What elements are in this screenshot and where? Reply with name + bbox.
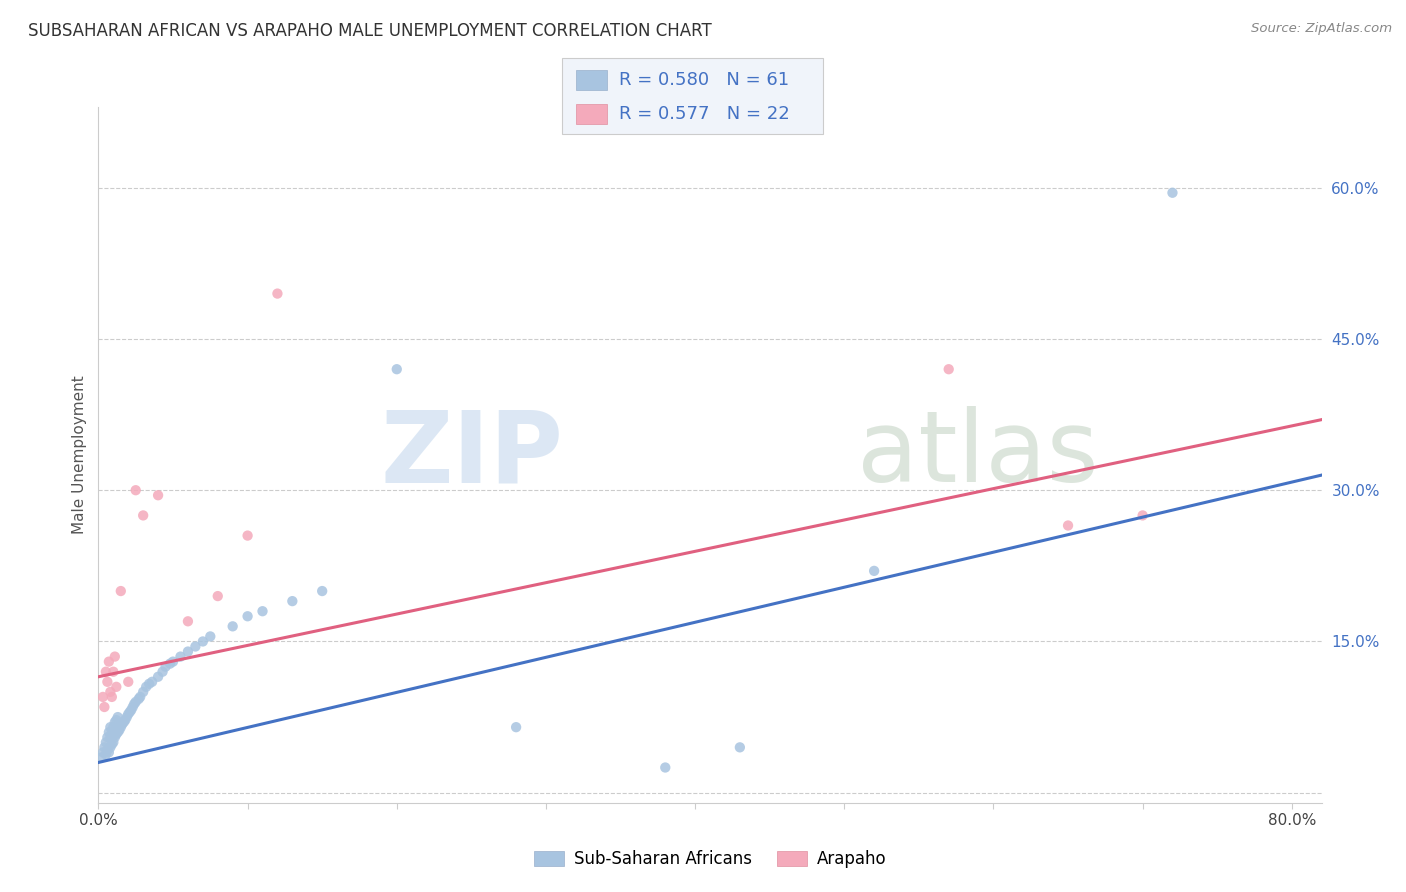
Point xyxy=(221,619,243,633)
Point xyxy=(146,488,169,502)
Y-axis label: Male Unemployment: Male Unemployment xyxy=(72,376,87,534)
Point xyxy=(101,725,124,739)
Point xyxy=(938,362,960,376)
Point xyxy=(91,690,114,704)
Point xyxy=(121,700,143,714)
Point xyxy=(505,720,527,734)
Point xyxy=(97,725,120,739)
Point xyxy=(94,665,117,679)
Point xyxy=(108,723,131,738)
Point xyxy=(110,584,132,599)
Point xyxy=(90,750,112,764)
Point xyxy=(125,695,148,709)
Point xyxy=(252,604,274,618)
Point xyxy=(105,680,128,694)
Point xyxy=(138,677,160,691)
Point xyxy=(110,720,132,734)
Point xyxy=(94,735,117,749)
Point xyxy=(155,659,177,673)
Point xyxy=(105,727,128,741)
Point xyxy=(98,685,121,699)
Text: Source: ZipAtlas.com: Source: ZipAtlas.com xyxy=(1251,22,1392,36)
Point xyxy=(94,747,117,762)
Point xyxy=(97,745,120,759)
Point xyxy=(266,286,288,301)
Point xyxy=(96,743,118,757)
Point xyxy=(122,697,145,711)
Point xyxy=(98,740,121,755)
Point xyxy=(200,629,222,643)
Point xyxy=(104,649,127,664)
Text: R = 0.580   N = 61: R = 0.580 N = 61 xyxy=(619,71,789,89)
Point xyxy=(103,735,125,749)
Point xyxy=(1057,518,1080,533)
Point xyxy=(91,745,114,759)
Point xyxy=(118,705,141,719)
Point xyxy=(129,690,152,704)
Point xyxy=(162,655,184,669)
Text: SUBSAHARAN AFRICAN VS ARAPAHO MALE UNEMPLOYMENT CORRELATION CHART: SUBSAHARAN AFRICAN VS ARAPAHO MALE UNEMP… xyxy=(28,22,711,40)
Point xyxy=(184,640,207,654)
Point xyxy=(141,674,163,689)
Point xyxy=(117,674,139,689)
Point xyxy=(97,655,120,669)
Point xyxy=(98,731,121,745)
Point xyxy=(107,725,129,739)
Point xyxy=(135,680,157,694)
Point xyxy=(281,594,304,608)
Point xyxy=(117,707,139,722)
Text: R = 0.577   N = 22: R = 0.577 N = 22 xyxy=(619,105,789,123)
Point xyxy=(728,740,751,755)
Point xyxy=(159,657,181,671)
Point xyxy=(115,710,138,724)
Point xyxy=(105,713,128,727)
Point xyxy=(111,717,134,731)
Point xyxy=(236,609,259,624)
Legend: Sub-Saharan Africans, Arapaho: Sub-Saharan Africans, Arapaho xyxy=(527,843,893,874)
Point xyxy=(98,720,121,734)
Point xyxy=(177,644,200,658)
Point xyxy=(104,731,127,745)
Point xyxy=(177,615,200,629)
Point xyxy=(1161,186,1184,200)
Point xyxy=(96,731,118,745)
Point xyxy=(146,670,169,684)
Point xyxy=(191,634,214,648)
Text: atlas: atlas xyxy=(856,407,1098,503)
Point xyxy=(654,760,676,774)
Point xyxy=(112,715,135,730)
Point xyxy=(132,508,155,523)
Point xyxy=(311,584,333,599)
Point xyxy=(132,685,155,699)
Text: ZIP: ZIP xyxy=(381,407,564,503)
Point xyxy=(236,528,259,542)
Point xyxy=(93,740,115,755)
Point xyxy=(1132,508,1154,523)
Point xyxy=(152,665,174,679)
Point xyxy=(125,483,148,498)
Point xyxy=(207,589,229,603)
Point xyxy=(863,564,886,578)
Point xyxy=(128,692,150,706)
Point xyxy=(385,362,408,376)
Point xyxy=(101,690,124,704)
Point xyxy=(103,720,125,734)
Point xyxy=(103,665,125,679)
Point xyxy=(107,710,129,724)
Point xyxy=(96,674,118,689)
Point xyxy=(114,713,136,727)
Point xyxy=(120,703,142,717)
Point xyxy=(101,737,124,751)
Point xyxy=(169,649,191,664)
Point xyxy=(104,715,127,730)
Point xyxy=(93,700,115,714)
